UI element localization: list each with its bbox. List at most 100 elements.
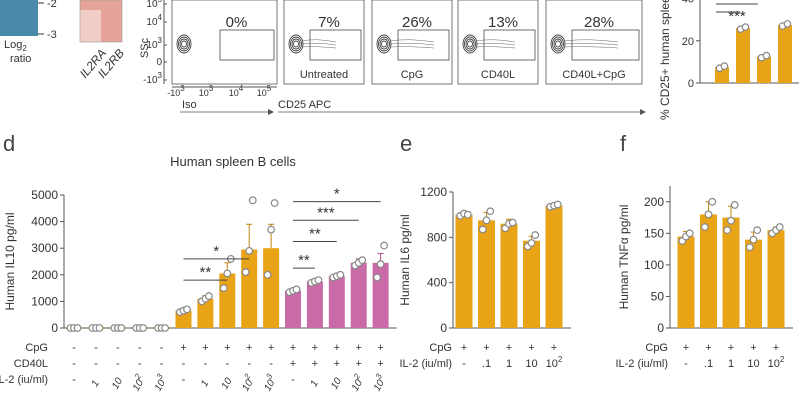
heatmap-colorbar <box>0 0 38 36</box>
y-axis-label: Human IL10 pg/ml <box>3 212 17 310</box>
y-tick-label: 200 <box>644 195 664 209</box>
flow-y-tick-label: 0 <box>156 57 162 68</box>
row-value: .1 <box>704 358 713 370</box>
data-point <box>700 223 709 231</box>
flow-density-tail <box>389 42 435 46</box>
row-label: IL-2 (iu/ml) <box>399 358 452 370</box>
flow-contour <box>464 36 476 52</box>
flow-gate <box>309 29 362 61</box>
y-tick-label: 0 <box>657 321 664 335</box>
flow-contour <box>465 38 475 50</box>
y-tick-label: 1200 <box>420 185 447 199</box>
flow-density-tail <box>301 39 337 43</box>
flow-percentage: 0% <box>226 14 248 31</box>
bar <box>372 262 389 328</box>
flow-panel: 7% Untreated <box>283 0 365 85</box>
bar <box>745 239 762 328</box>
flow-contour <box>178 36 190 52</box>
flow-panel: 26% CpG <box>371 0 453 85</box>
flow-panels: SSc 105 104 103 0 -103 0% 7% Untreated 26% CpG 13% C… <box>139 0 646 115</box>
data-point <box>270 199 279 207</box>
flow-x-label: Iso <box>182 99 197 111</box>
y-tick-label: 50 <box>651 289 665 303</box>
significance-label: *** <box>728 8 746 25</box>
flow-panel: 13% CD40L <box>457 0 539 85</box>
row-value: + <box>506 342 512 354</box>
row-label: IL-2 (iu/ml) <box>0 374 48 386</box>
data-point <box>205 292 213 300</box>
y-tick-label: 800 <box>427 230 447 244</box>
chart-f: 0 50 100 150 200 CpG + + + + + IL-2 (iu/ml) - .1 1 10 10… <box>615 186 793 370</box>
flow-x-label: CD25 APC <box>278 99 331 111</box>
significance-label: ** <box>200 264 212 281</box>
flow-sample-label: CpG <box>401 69 424 81</box>
row-label: CD40L <box>14 358 48 370</box>
bar <box>757 56 771 83</box>
row-label: CpG <box>645 342 668 354</box>
data-point <box>749 235 758 244</box>
flow-gate <box>571 29 640 61</box>
row-value: + <box>683 342 689 354</box>
row-label: CpG <box>25 342 48 354</box>
flow-contour <box>176 34 192 54</box>
bar <box>700 214 717 328</box>
row-value: 103 <box>368 372 389 393</box>
row-value: + <box>312 358 318 370</box>
row-value: + <box>290 358 296 370</box>
flow-density-tail <box>389 46 435 49</box>
y-tick-label: 400 <box>427 276 447 290</box>
flow-panel-frame <box>457 0 539 85</box>
bar <box>523 240 540 328</box>
flow-density-tail <box>563 46 619 49</box>
panel-letter-f: f <box>620 131 627 156</box>
data-point <box>267 225 276 234</box>
data-point <box>727 216 735 225</box>
row-value: 102 <box>768 355 785 370</box>
significance-label: ** <box>309 226 321 243</box>
chart-e: 0 400 800 1200 CpG + + + + + IL-2 (iu/ml) - .1 1 10 102… <box>398 185 571 370</box>
data-point <box>73 324 82 332</box>
row-value: - <box>225 358 229 370</box>
colorbar-tick-label: -3 <box>47 29 57 41</box>
flow-contour <box>179 38 189 50</box>
flow-gate <box>483 29 536 61</box>
row-value: + <box>377 342 383 354</box>
heatmap-cell <box>80 10 101 42</box>
flow-density-tail <box>475 42 516 46</box>
row-value: 10 <box>525 358 537 370</box>
y-tick-label: 4000 <box>31 215 58 229</box>
flow-contour <box>378 36 390 52</box>
flow-density-tail <box>475 46 516 49</box>
data-point <box>730 201 739 209</box>
bar <box>328 276 345 328</box>
bar <box>350 262 367 328</box>
colorbar-tick-label: -2 <box>47 0 57 10</box>
row-value: + <box>355 342 361 354</box>
row-value: - <box>160 342 164 354</box>
flow-y-tick-label: 105 <box>146 0 162 10</box>
flow-y-tick-label: 103 <box>146 36 162 51</box>
row-value: 102 <box>546 355 563 370</box>
data-point <box>553 200 562 209</box>
data-point <box>723 226 732 235</box>
row-value: + <box>268 342 274 354</box>
y-axis-label: % CD25+ human spleen B cells <box>658 0 672 120</box>
row-value: - <box>72 374 76 386</box>
row-value: - <box>182 374 186 386</box>
arrowhead <box>268 109 274 115</box>
row-value: + <box>528 342 534 354</box>
data-point <box>482 216 491 225</box>
row-value: + <box>312 342 318 354</box>
bar <box>455 214 473 328</box>
heatmap-cell <box>80 0 122 10</box>
row-value: - <box>116 342 120 354</box>
row-value: 1 <box>506 358 512 370</box>
flow-percentage: 28% <box>584 14 614 31</box>
row-value: + <box>246 342 252 354</box>
row-value: + <box>224 342 230 354</box>
data-point <box>775 223 784 231</box>
row-value: - <box>160 358 164 370</box>
data-point <box>704 210 713 219</box>
row-value: - <box>72 342 76 354</box>
